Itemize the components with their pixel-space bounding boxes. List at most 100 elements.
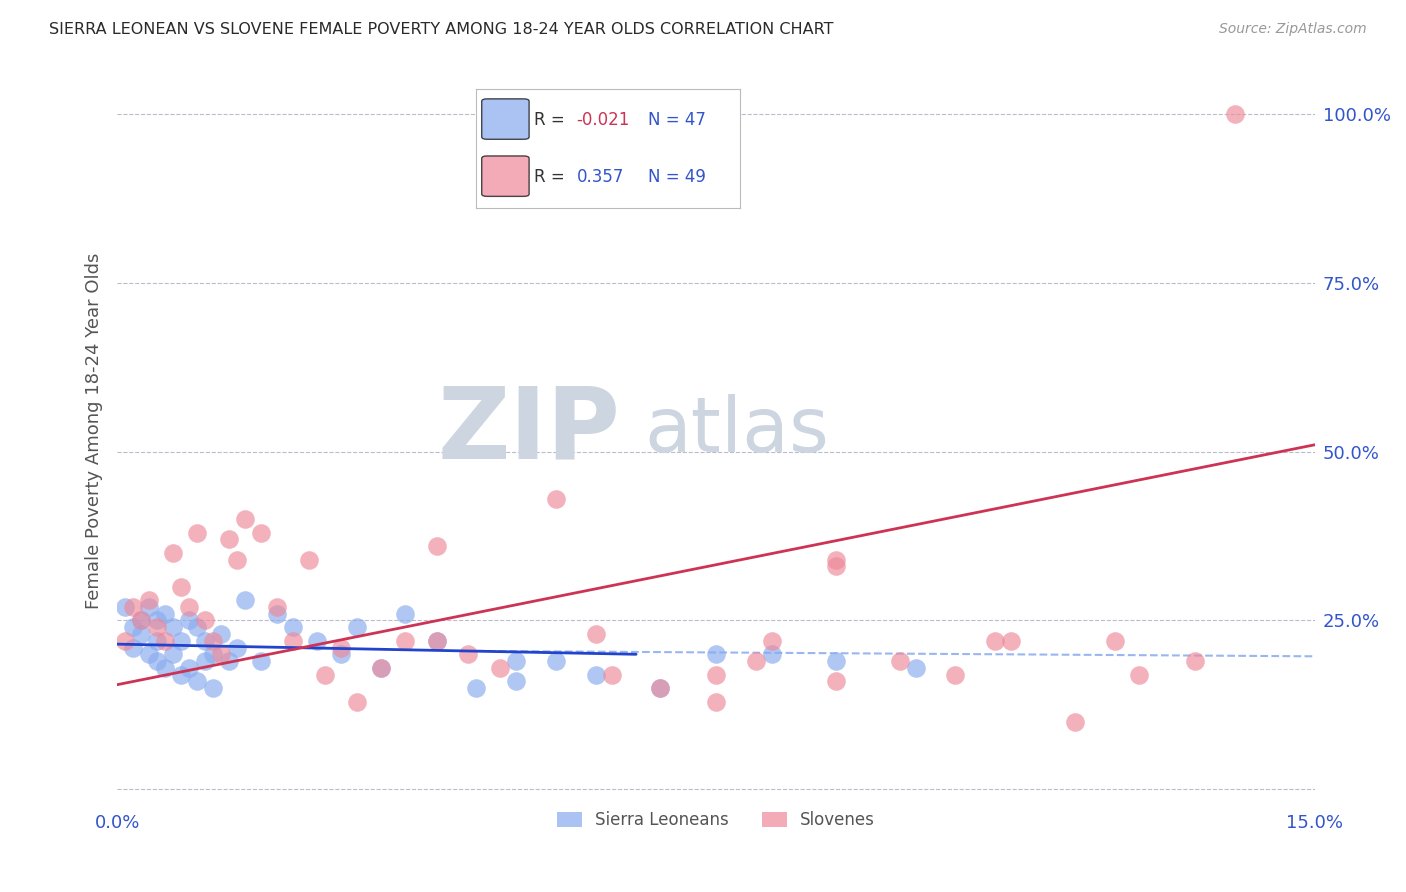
Text: Source: ZipAtlas.com: Source: ZipAtlas.com bbox=[1219, 22, 1367, 37]
Point bbox=[394, 607, 416, 621]
Point bbox=[233, 512, 256, 526]
Point bbox=[329, 640, 352, 655]
Point bbox=[162, 648, 184, 662]
Point bbox=[648, 681, 671, 695]
Point bbox=[305, 633, 328, 648]
Point bbox=[329, 648, 352, 662]
Point bbox=[425, 633, 447, 648]
Point bbox=[186, 620, 208, 634]
Point bbox=[146, 654, 169, 668]
Point bbox=[761, 633, 783, 648]
Point bbox=[201, 648, 224, 662]
Point bbox=[209, 627, 232, 641]
Point bbox=[122, 599, 145, 614]
Point bbox=[704, 695, 727, 709]
Point bbox=[170, 667, 193, 681]
Point bbox=[209, 648, 232, 662]
Point bbox=[889, 654, 911, 668]
Point bbox=[201, 681, 224, 695]
Point bbox=[122, 620, 145, 634]
Point bbox=[201, 633, 224, 648]
Point bbox=[281, 633, 304, 648]
Point bbox=[824, 674, 846, 689]
Point bbox=[129, 627, 152, 641]
Point bbox=[129, 614, 152, 628]
Text: SIERRA LEONEAN VS SLOVENE FEMALE POVERTY AMONG 18-24 YEAR OLDS CORRELATION CHART: SIERRA LEONEAN VS SLOVENE FEMALE POVERTY… bbox=[49, 22, 834, 37]
Point bbox=[233, 593, 256, 607]
Point bbox=[1064, 714, 1087, 729]
Point bbox=[266, 599, 288, 614]
Point bbox=[346, 620, 368, 634]
Point bbox=[745, 654, 768, 668]
Point bbox=[1184, 654, 1206, 668]
Point bbox=[177, 614, 200, 628]
Point bbox=[226, 640, 249, 655]
Legend: Sierra Leoneans, Slovenes: Sierra Leoneans, Slovenes bbox=[550, 805, 882, 836]
Point bbox=[298, 552, 321, 566]
Point bbox=[177, 661, 200, 675]
Point bbox=[346, 695, 368, 709]
Point bbox=[489, 661, 512, 675]
Point bbox=[1104, 633, 1126, 648]
Point bbox=[425, 633, 447, 648]
Point bbox=[648, 681, 671, 695]
Point bbox=[146, 633, 169, 648]
Point bbox=[394, 633, 416, 648]
Point bbox=[129, 614, 152, 628]
Point bbox=[250, 525, 273, 540]
Point bbox=[146, 614, 169, 628]
Point bbox=[194, 633, 217, 648]
Y-axis label: Female Poverty Among 18-24 Year Olds: Female Poverty Among 18-24 Year Olds bbox=[86, 253, 103, 609]
Point bbox=[153, 633, 176, 648]
Point bbox=[945, 667, 967, 681]
Point bbox=[194, 654, 217, 668]
Point bbox=[138, 648, 160, 662]
Point bbox=[153, 661, 176, 675]
Point bbox=[465, 681, 488, 695]
Point bbox=[600, 667, 623, 681]
Point bbox=[546, 654, 568, 668]
Point bbox=[824, 654, 846, 668]
Point bbox=[162, 620, 184, 634]
Point bbox=[505, 654, 527, 668]
Point bbox=[314, 667, 336, 681]
Point bbox=[162, 546, 184, 560]
Point bbox=[1000, 633, 1022, 648]
Point bbox=[226, 552, 249, 566]
Point bbox=[984, 633, 1007, 648]
Point bbox=[546, 491, 568, 506]
Point bbox=[114, 633, 136, 648]
Point bbox=[457, 648, 479, 662]
Point bbox=[585, 627, 607, 641]
Point bbox=[170, 633, 193, 648]
Point bbox=[153, 607, 176, 621]
Point bbox=[114, 599, 136, 614]
Point bbox=[266, 607, 288, 621]
Text: atlas: atlas bbox=[644, 394, 830, 468]
Point bbox=[186, 674, 208, 689]
Point bbox=[250, 654, 273, 668]
Point bbox=[170, 580, 193, 594]
Point bbox=[904, 661, 927, 675]
Point bbox=[370, 661, 392, 675]
Point bbox=[218, 533, 240, 547]
Point bbox=[824, 559, 846, 574]
Point bbox=[122, 640, 145, 655]
Point bbox=[138, 599, 160, 614]
Point bbox=[1128, 667, 1150, 681]
Text: ZIP: ZIP bbox=[437, 383, 620, 480]
Point bbox=[177, 599, 200, 614]
Point bbox=[186, 525, 208, 540]
Point bbox=[146, 620, 169, 634]
Point bbox=[505, 674, 527, 689]
Point bbox=[218, 654, 240, 668]
Point bbox=[370, 661, 392, 675]
Point bbox=[704, 648, 727, 662]
Point bbox=[281, 620, 304, 634]
Point bbox=[138, 593, 160, 607]
Point bbox=[824, 552, 846, 566]
Point bbox=[585, 667, 607, 681]
Point bbox=[194, 614, 217, 628]
Point bbox=[425, 539, 447, 553]
Point bbox=[761, 648, 783, 662]
